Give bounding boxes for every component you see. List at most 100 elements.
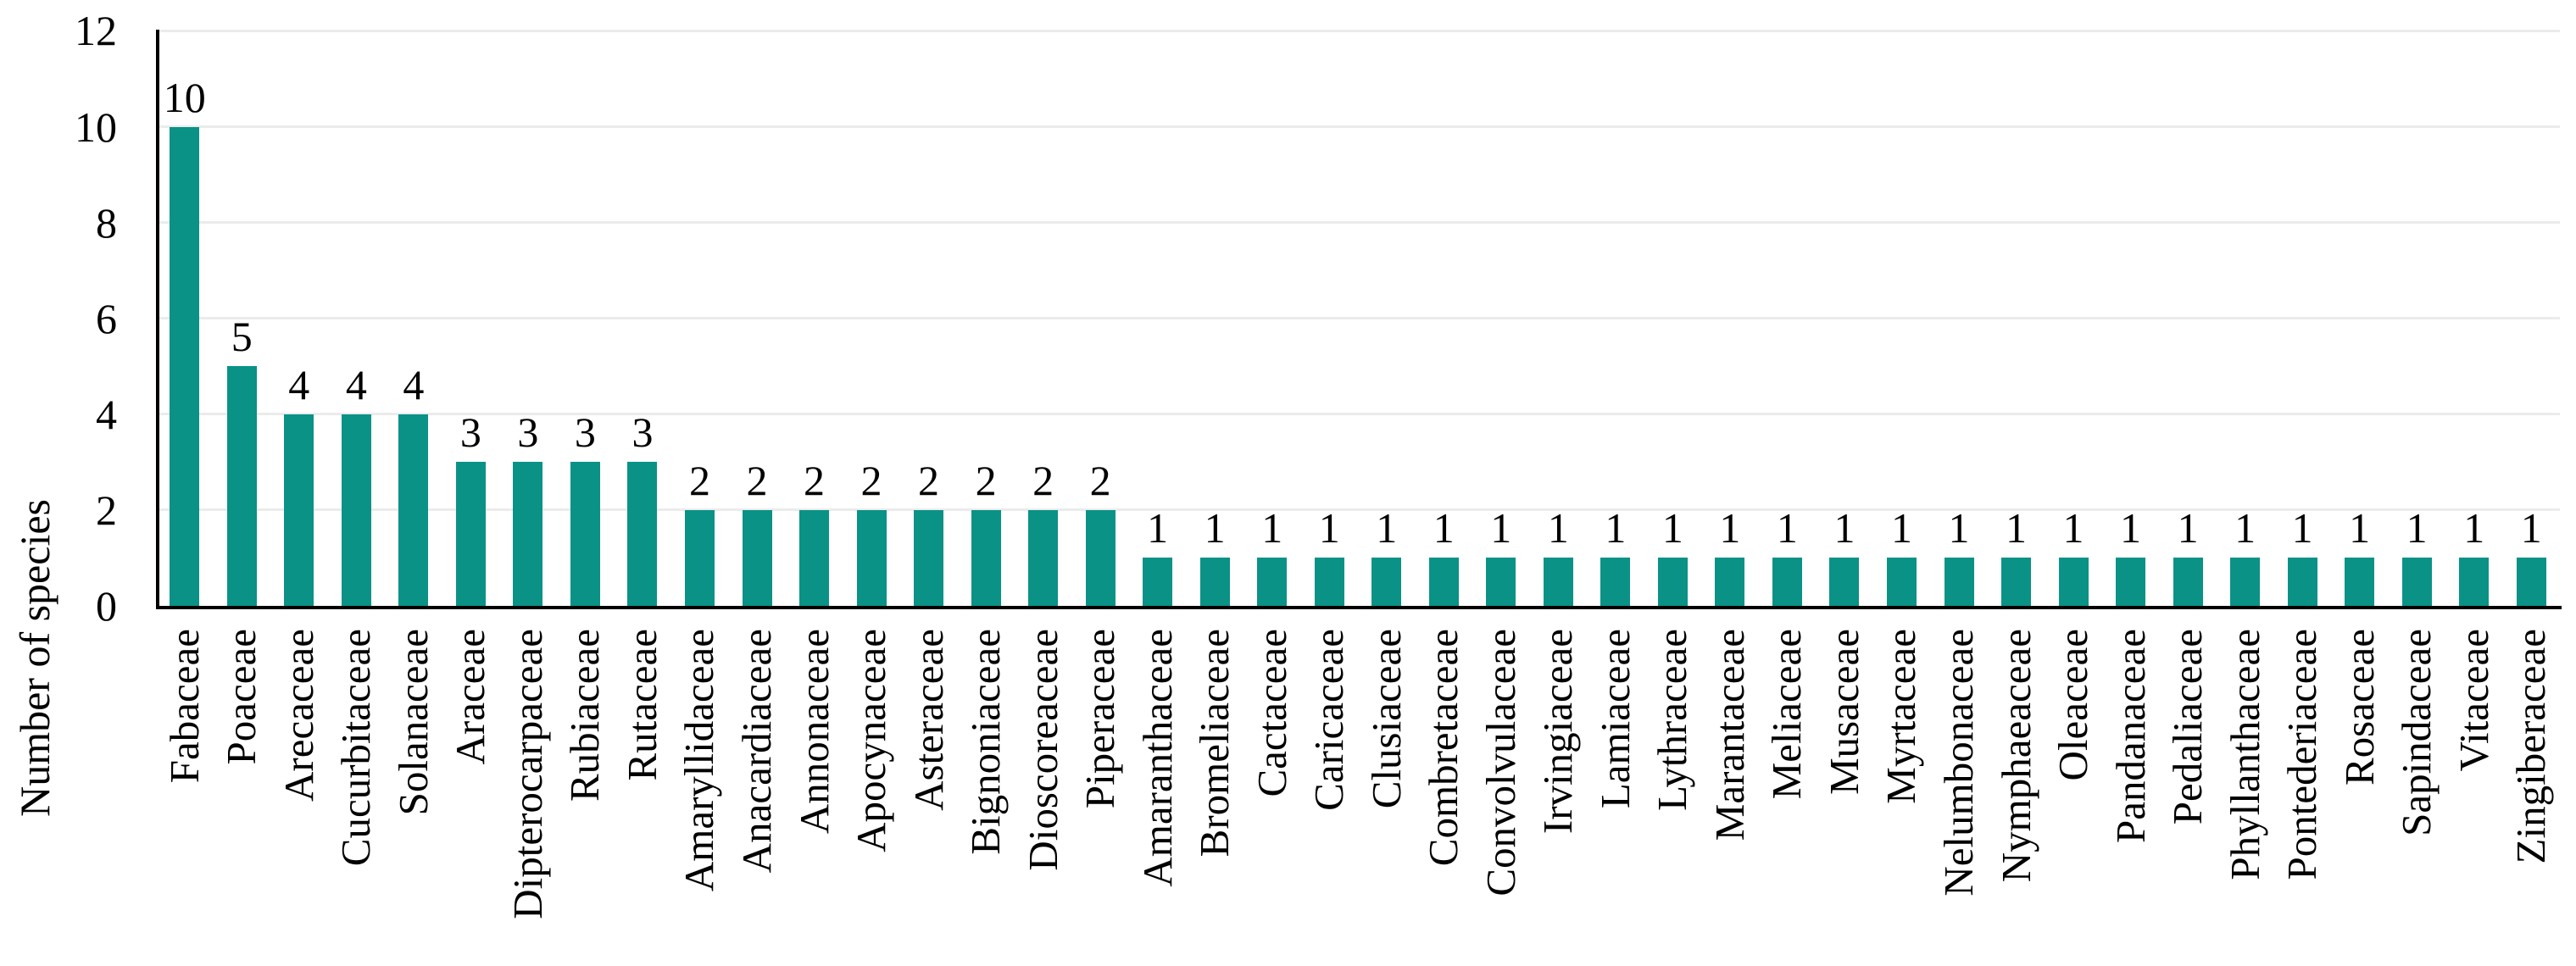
bar-rutaceae — [627, 462, 658, 606]
bar-pedaliaceae — [2173, 558, 2203, 606]
bar-dipterocarpaceae — [513, 462, 543, 606]
bar-pandanaceae — [2116, 558, 2146, 606]
bar-apocynaceae — [856, 509, 887, 606]
bar-cucurbitaceae — [341, 414, 371, 606]
bar-value-label: 5 — [231, 313, 253, 361]
x-category-label: Meliaceae — [1763, 629, 1811, 800]
gridline — [158, 125, 2560, 128]
bar-value-label: 3 — [631, 408, 654, 457]
gridline — [158, 413, 2560, 416]
y-tick-label: 0 — [96, 582, 117, 630]
bar-vitaceae — [2459, 558, 2490, 606]
x-category-label: Zingiberaceae — [2507, 629, 2555, 864]
bar-bromeliaceae — [1199, 558, 1230, 606]
bar-value-label: 4 — [345, 360, 367, 408]
bar-value-label: 3 — [517, 408, 539, 457]
bar-pontederiaceae — [2287, 558, 2317, 606]
bar-value-label: 10 — [163, 73, 206, 121]
x-category-label: Caricaceae — [1305, 629, 1353, 811]
bar-value-label: 1 — [2177, 504, 2199, 552]
x-category-label: Piperaceae — [1077, 629, 1124, 809]
bar-annonaceae — [799, 509, 830, 606]
x-category-label: Nelumbonaceae — [1935, 629, 1982, 897]
x-category-label: Araceae — [447, 629, 494, 765]
bar-zingiberaceae — [2516, 558, 2546, 606]
bar-combretaceae — [1428, 558, 1459, 606]
gridline — [158, 317, 2560, 320]
bar-value-label: 1 — [1433, 504, 1455, 552]
bar-value-label: 1 — [1833, 504, 1855, 552]
gridline — [158, 29, 2560, 32]
bar-myrtaceae — [1886, 558, 1917, 606]
x-category-label: Marantaceae — [1705, 629, 1753, 841]
bar-caricaceae — [1314, 558, 1344, 606]
bar-rosaceae — [2345, 558, 2375, 606]
x-axis-line — [156, 606, 2562, 609]
bar-value-label: 1 — [2006, 504, 2027, 552]
bar-value-label: 2 — [1032, 456, 1054, 504]
bar-marantaceae — [1715, 558, 1745, 606]
bar-value-label: 2 — [1089, 456, 1111, 504]
x-category-label: Cucurbitaceae — [332, 629, 380, 867]
x-category-label: Vitaceae — [2450, 629, 2497, 772]
gridline — [158, 508, 2560, 512]
bar-value-label: 1 — [1719, 504, 1741, 552]
bar-cactaceae — [1257, 558, 1288, 606]
bar-value-label: 1 — [1890, 504, 1912, 552]
bar-meliaceae — [1772, 558, 1802, 606]
x-category-label: Bignoniaceae — [962, 629, 1010, 855]
bar-value-label: 1 — [2520, 504, 2542, 552]
bar-value-label: 1 — [1376, 504, 1398, 552]
bar-value-label: 1 — [2234, 504, 2256, 552]
bar-value-label: 1 — [1147, 504, 1169, 552]
bar-nelumbonaceae — [1944, 558, 1974, 606]
bar-value-label: 2 — [688, 456, 710, 504]
bar-bignoniaceae — [971, 509, 1001, 606]
x-category-label: Annonaceae — [790, 629, 837, 835]
x-category-label: Rosaceae — [2335, 629, 2383, 786]
bar-arecaceae — [284, 414, 314, 606]
x-category-label: Myrtaceae — [1878, 629, 1925, 804]
bar-amaranthaceae — [1143, 558, 1173, 606]
bar-rubiaceae — [570, 462, 600, 606]
bar-value-label: 1 — [1318, 504, 1340, 552]
x-category-label: Musaceae — [1820, 629, 1867, 795]
bar-poaceae — [226, 366, 257, 606]
bar-fabaceae — [170, 126, 200, 606]
bar-value-label: 4 — [403, 360, 425, 408]
x-category-label: Arecaceae — [275, 629, 322, 802]
bar-value-label: 2 — [918, 456, 940, 504]
y-tick-label: 6 — [96, 294, 117, 342]
bar-amaryllidaceae — [684, 509, 715, 606]
bar-value-label: 4 — [288, 360, 310, 408]
bar-value-label: 1 — [2062, 504, 2084, 552]
y-tick-label: 2 — [96, 486, 117, 534]
x-category-label: Phyllanthaceae — [2221, 629, 2268, 880]
bar-value-label: 1 — [1261, 504, 1283, 552]
bar-value-label: 1 — [2291, 504, 2313, 552]
bar-oleaceae — [2058, 558, 2089, 606]
x-category-label: Poaceae — [218, 629, 265, 765]
x-category-label: Combretaceae — [1420, 629, 1467, 867]
bar-anacardiaceae — [742, 509, 772, 606]
bar-value-label: 1 — [1605, 504, 1627, 552]
x-category-label: Amaranthaceae — [1133, 629, 1181, 887]
x-category-label: Cactaceae — [1248, 629, 1295, 797]
bar-araceae — [455, 462, 486, 606]
bar-value-label: 1 — [2406, 504, 2428, 552]
bar-value-label: 1 — [2463, 504, 2485, 552]
x-category-label: Oleaceae — [2050, 629, 2097, 781]
x-category-label: Pedaliaceae — [2164, 629, 2212, 825]
y-tick-label: 4 — [96, 390, 117, 438]
bar-musaceae — [1829, 558, 1860, 606]
x-category-label: Fabaceae — [160, 629, 208, 784]
bar-value-label: 1 — [1490, 504, 1512, 552]
x-category-label: Lythraceae — [1649, 629, 1696, 811]
bar-clusiaceae — [1371, 558, 1402, 606]
bar-lythraceae — [1657, 558, 1688, 606]
x-category-label: Rubiaceae — [561, 629, 609, 802]
bar-value-label: 3 — [459, 408, 481, 457]
x-category-label: Lamiaceae — [1591, 629, 1639, 809]
y-tick-label: 12 — [75, 7, 117, 55]
